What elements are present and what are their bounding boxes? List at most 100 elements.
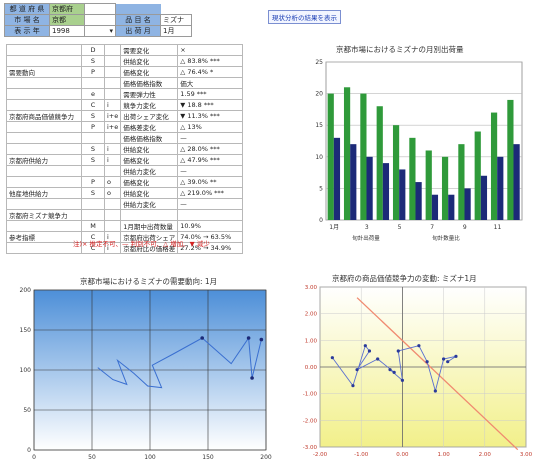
table-row: D 需要変化 × [6, 44, 244, 56]
data-point [425, 360, 429, 364]
indicator-name: 価格変化 [120, 66, 179, 78]
category-label: 京都府ミズナ競争力 [6, 209, 82, 221]
data-point [259, 337, 264, 342]
indicator-value: — [177, 198, 244, 210]
bar [507, 99, 514, 220]
data-point [442, 357, 446, 361]
indicator-value: 10.9% [177, 220, 244, 232]
indicator-name: 供給力変化 [120, 165, 179, 177]
data-point [367, 349, 372, 353]
x-tick-label: 11 [494, 224, 502, 231]
selector-value[interactable]: 京都 [49, 14, 85, 26]
selector-label: 表 示 年 [4, 25, 50, 37]
symbol-cell: S [81, 55, 105, 67]
indicator-value: × [177, 44, 244, 56]
x-tick-label: 3.00 [520, 452, 533, 458]
subscript-cell: i [103, 154, 122, 166]
subscript-cell [103, 88, 122, 100]
indicator-value [177, 209, 244, 221]
indicator-name: 価格価格指数 [120, 77, 179, 89]
subscript-cell: i [103, 242, 122, 254]
x-tick-label: 0.00 [396, 452, 409, 458]
bar [382, 163, 390, 220]
category-label: 参考指標 [6, 231, 82, 243]
indicator-value: △ 47.9% *** [177, 154, 244, 166]
indicator-name: 供給力変化 [120, 198, 179, 210]
symbol-cell: P [81, 66, 105, 78]
symbol-cell [81, 198, 105, 210]
symbol-cell: D [81, 44, 105, 56]
analysis-table: D 需要変化 × S 供給変化 △ 83.8% *** 需要動向 P 価格変化 △ 76.4% *… [6, 44, 244, 254]
x-tick-label: 150 [202, 454, 214, 461]
bar [513, 144, 520, 220]
indicator-name [120, 209, 179, 221]
indicator-value: — [177, 132, 244, 144]
table-row: e 需要弾力性 1.59 *** [6, 88, 244, 100]
symbol-cell: S [81, 143, 105, 155]
month-select[interactable]: 1月 [160, 25, 192, 37]
chart-title: 京都府の商品価値競争力の変動: ミズナ1月 [332, 274, 477, 283]
data-point [363, 344, 367, 348]
data-point [433, 389, 437, 393]
data-point [392, 370, 396, 374]
data-point [388, 368, 392, 372]
bar [441, 156, 449, 220]
selector-label: 品 目 名 [115, 14, 161, 26]
subscript-cell [103, 77, 122, 89]
indicator-value: △ 28.0% *** [177, 143, 244, 155]
indicator-value: ▼ 18.8 *** [177, 99, 244, 111]
subscript-cell: o [103, 176, 122, 188]
indicator-value: △ 39.0% ** [177, 176, 244, 188]
year-select[interactable]: 1998 [49, 25, 85, 37]
chart-title: 京都市場におけるミズナの月別出荷量 [336, 45, 464, 54]
subscript-cell [103, 198, 122, 210]
bar [350, 144, 357, 220]
symbol-cell: S [81, 187, 105, 199]
indicator-value: 1.59 *** [177, 88, 244, 100]
selector-value[interactable]: 京都府 [49, 3, 85, 15]
symbol-cell: S [81, 154, 105, 166]
table-row: 供給力変化 — [6, 165, 244, 177]
indicator-name: 価格価格指数 [120, 132, 179, 144]
x-tick-label: 5 [398, 224, 402, 231]
demand-trend-chart: 0 50 100 150 200 0 50 100 150 200 [20, 287, 272, 461]
symbol-cell: P [81, 121, 105, 133]
x-tick-label: -2.00 [313, 452, 328, 458]
indicator-name: 需要変化 [120, 44, 179, 56]
indicator-value: △ 13% [177, 121, 244, 133]
x-tick-label: 100 [144, 454, 156, 461]
symbol-cell: S [81, 110, 105, 122]
bar [415, 182, 422, 220]
y-tick-label: -3.00 [303, 445, 318, 451]
table-row: M 1月期中出荷数量 10.9% [6, 220, 244, 232]
subscript-cell [103, 55, 122, 67]
bar [425, 150, 432, 220]
indicator-name: 供給変化 [120, 55, 179, 67]
y-tick-label: 20 [315, 91, 323, 98]
category-label: 需要動向 [6, 66, 82, 78]
table-row: 価格価格指数 — [6, 132, 244, 144]
subscript-cell [103, 44, 122, 56]
indicator-name: 価格変化 [120, 176, 179, 188]
indicator-name: 価格差変化 [120, 121, 179, 133]
symbol-cell [81, 77, 105, 89]
x-tick-label: 7 [430, 224, 434, 231]
bar [376, 106, 383, 220]
subscript-cell [103, 165, 122, 177]
subscript-cell: i [103, 143, 122, 155]
bar [333, 137, 341, 220]
indicator-name: 供給変化 [120, 143, 179, 155]
subscript-cell [103, 66, 122, 78]
monthly-shipment-chart: 0 5 10 15 20 25 1月 3 5 7 9 11 旬計出荷量 旬計数量比 [315, 59, 523, 242]
chevron-down-icon[interactable]: ▾ [84, 25, 116, 37]
bar [490, 112, 498, 220]
show-results-button[interactable]: 現状分析の結果を表示 [268, 10, 341, 24]
bar [343, 87, 351, 220]
data-point [376, 357, 380, 361]
indicator-name: 1月期中出荷数量 [120, 220, 179, 232]
indicator-name: 供給変化 [120, 187, 179, 199]
table-row: 供給力変化 — [6, 198, 244, 210]
selector-value[interactable]: ミズナ [160, 14, 192, 26]
